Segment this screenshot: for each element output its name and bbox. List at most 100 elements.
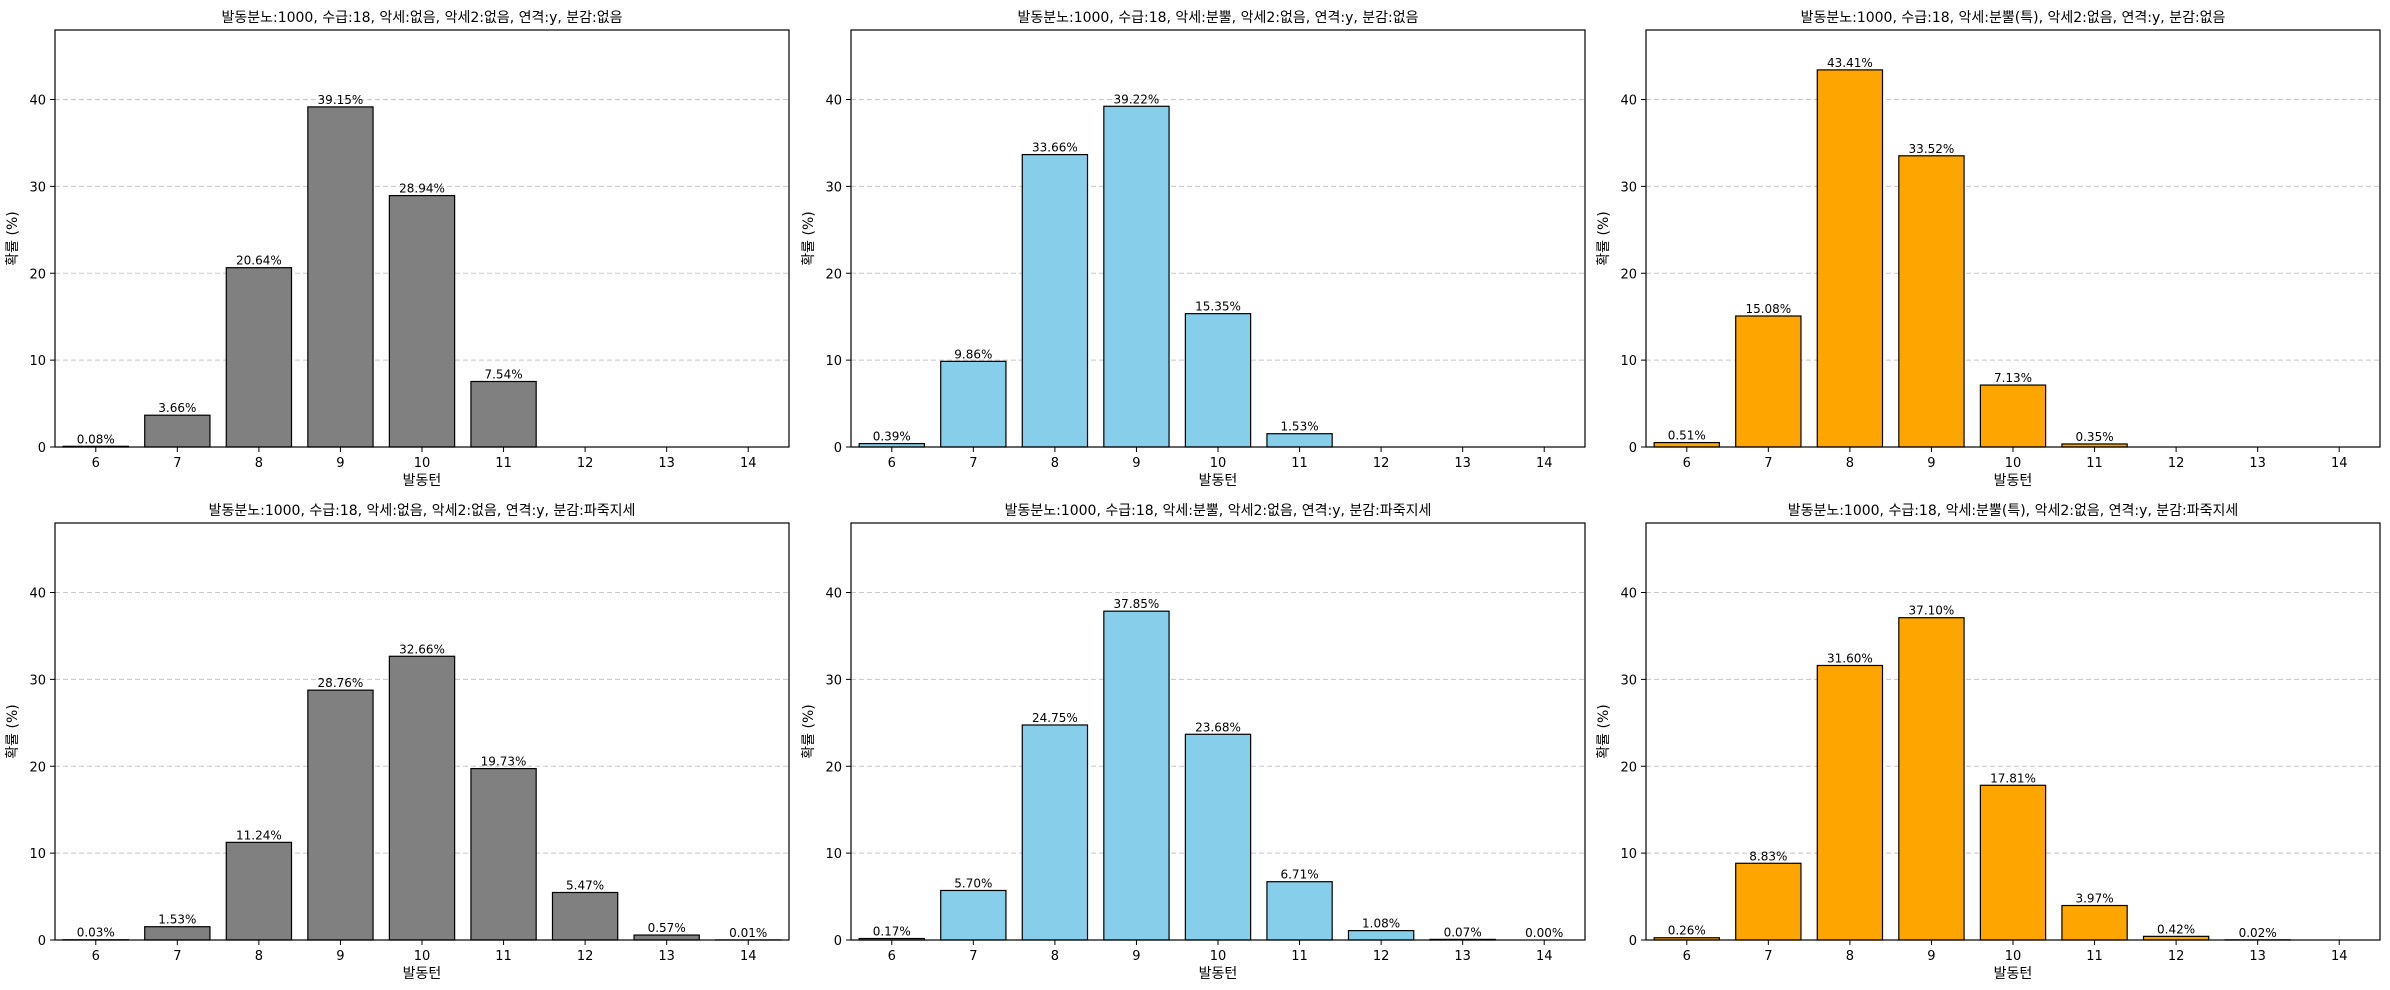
bar xyxy=(388,194,456,448)
bar xyxy=(1021,153,1089,448)
chart-title: 발동분노:1000, 수급:18, 악세:없음, 악세2:없음, 연격:y, 분… xyxy=(209,503,636,519)
bar xyxy=(2061,904,2128,941)
bar xyxy=(144,926,211,941)
bar xyxy=(1266,881,1333,941)
x-tick-label: 8 xyxy=(1051,949,1059,964)
data-label: 28.76% xyxy=(318,676,364,690)
y-axis-label: 확률 (%) xyxy=(5,211,21,265)
bar xyxy=(1184,313,1252,448)
data-label: 32.66% xyxy=(399,642,445,656)
y-tick-label: 40 xyxy=(1620,587,1637,602)
y-tick-label: 0 xyxy=(38,934,46,949)
y-tick-label: 10 xyxy=(825,847,842,862)
bar xyxy=(470,380,537,448)
x-tick-label: 12 xyxy=(2168,949,2185,964)
x-tick-label: 12 xyxy=(577,456,594,471)
data-label: 6.71% xyxy=(1280,868,1318,882)
bar xyxy=(470,767,537,941)
data-label: 9.86% xyxy=(954,347,992,361)
x-tick-label: 12 xyxy=(1373,949,1390,964)
data-label: 1.53% xyxy=(1280,420,1318,434)
y-axis-label: 확률 (%) xyxy=(801,704,817,758)
chart-title: 발동분노:1000, 수급:18, 악세:분뿔, 악세2:없음, 연격:y, 분… xyxy=(1017,10,1418,26)
x-tick-label: 6 xyxy=(1683,949,1691,964)
y-tick-label: 30 xyxy=(29,673,46,688)
x-tick-label: 13 xyxy=(2249,456,2266,471)
y-tick-label: 40 xyxy=(29,587,46,602)
bar xyxy=(1735,315,1802,448)
y-tick-label: 10 xyxy=(29,847,46,862)
data-label: 0.57% xyxy=(648,921,686,935)
x-tick-label: 10 xyxy=(1210,949,1227,964)
chart-panel-3: 0.51% 15.08% 43.41% 33.52% 7.13% 0.35% 0 10 20 30… xyxy=(1596,10,2381,489)
chart-panel-5: 0.17% 5.70% 24.75% 37.85% 23.68% 6.71% 1.08% 0.… xyxy=(801,503,1586,982)
x-tick-label: 11 xyxy=(1291,949,1308,964)
chart-title: 발동분노:1000, 수급:18, 악세:없음, 악세2:없음, 연격:y, 분… xyxy=(221,10,622,26)
data-label: 37.10% xyxy=(1909,604,1955,618)
y-tick-label: 30 xyxy=(1620,180,1637,195)
x-tick-label: 10 xyxy=(414,949,431,964)
y-tick-label: 10 xyxy=(1620,847,1637,862)
data-label: 0.07% xyxy=(1444,925,1482,939)
data-label: 1.08% xyxy=(1362,917,1400,931)
y-tick-label: 10 xyxy=(29,354,46,369)
chart-panel-1: 0.08% 3.66% 20.64% 39.15% 28.94% 7.54% 0 10 20 30… xyxy=(5,10,790,489)
x-tick-label: 10 xyxy=(1210,456,1227,471)
bar xyxy=(1103,610,1170,941)
x-axis-label: 발동턴 xyxy=(403,966,442,982)
data-label: 17.81% xyxy=(1990,771,2036,785)
y-tick-label: 0 xyxy=(834,441,842,456)
x-tick-label: 9 xyxy=(1927,456,1935,471)
x-tick-label: 9 xyxy=(336,949,344,964)
x-tick-label: 11 xyxy=(2086,949,2103,964)
x-tick-label: 12 xyxy=(577,949,594,964)
data-label: 5.47% xyxy=(566,878,604,892)
chart-panel-4: 0.03% 1.53% 11.24% 28.76% 32.66% 19.73% 5.47% 0… xyxy=(5,503,790,982)
y-tick-label: 20 xyxy=(825,267,842,282)
bar xyxy=(1979,384,2047,448)
chart-title: 발동분노:1000, 수급:18, 악세:분뿔(특), 악세2:없음, 연격:y… xyxy=(1801,10,2226,26)
data-label: 3.97% xyxy=(2075,892,2113,906)
x-tick-label: 8 xyxy=(1051,456,1059,471)
y-axis-label: 확률 (%) xyxy=(801,211,817,265)
data-label: 15.08% xyxy=(1745,302,1791,316)
x-tick-label: 13 xyxy=(658,949,675,964)
y-tick-label: 30 xyxy=(29,180,46,195)
x-tick-label: 9 xyxy=(1927,949,1935,964)
x-tick-label: 11 xyxy=(2086,456,2103,471)
data-label: 0.17% xyxy=(873,925,911,939)
data-label: 39.15% xyxy=(318,93,364,107)
bar xyxy=(144,414,211,448)
bar xyxy=(225,841,293,941)
y-tick-label: 0 xyxy=(38,441,46,456)
bar xyxy=(1347,930,1415,941)
data-label: 0.42% xyxy=(2157,922,2195,936)
chart-title: 발동분노:1000, 수급:18, 악세:분뿔, 악세2:없음, 연격:y, 분… xyxy=(1005,503,1432,519)
x-tick-label: 14 xyxy=(2331,456,2348,471)
x-tick-label: 8 xyxy=(1846,456,1854,471)
x-tick-label: 6 xyxy=(888,456,896,471)
x-tick-label: 10 xyxy=(414,456,431,471)
bar xyxy=(1816,69,1884,448)
data-label: 0.39% xyxy=(873,430,911,444)
data-label: 0.00% xyxy=(1525,926,1563,940)
data-label: 20.64% xyxy=(236,254,282,268)
x-tick-label: 6 xyxy=(888,949,896,964)
y-tick-label: 10 xyxy=(1620,354,1637,369)
data-label: 37.85% xyxy=(1114,597,1160,611)
y-tick-label: 10 xyxy=(825,354,842,369)
x-tick-label: 13 xyxy=(2249,949,2266,964)
data-label: 8.83% xyxy=(1749,849,1787,863)
data-label: 33.66% xyxy=(1032,141,1078,155)
bar xyxy=(940,360,1007,448)
bar xyxy=(225,267,293,448)
y-axis-label: 확률 (%) xyxy=(1596,704,1612,758)
x-tick-label: 6 xyxy=(92,949,100,964)
x-tick-label: 9 xyxy=(1132,949,1140,964)
data-label: 7.13% xyxy=(1994,371,2032,385)
y-tick-label: 20 xyxy=(29,760,46,775)
x-tick-label: 11 xyxy=(1291,456,1308,471)
data-label: 0.08% xyxy=(77,432,115,446)
bar xyxy=(1103,105,1170,448)
y-tick-label: 0 xyxy=(1629,934,1637,949)
